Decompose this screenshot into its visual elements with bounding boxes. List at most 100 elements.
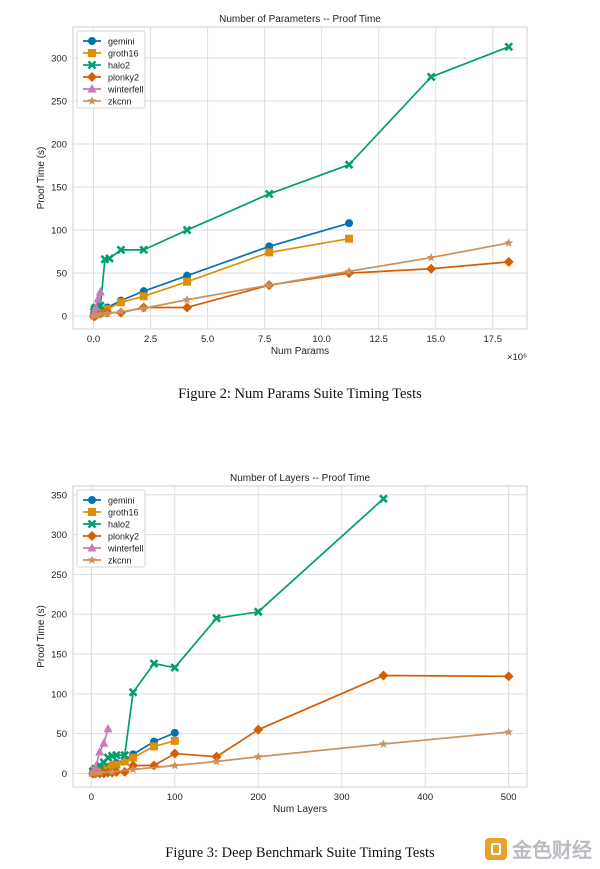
params-winterfell-point xyxy=(91,302,101,311)
params-zkcnn-point xyxy=(344,266,354,276)
layers-zkcnn-point xyxy=(88,768,98,778)
params-x-tick-label: 12.5 xyxy=(369,334,388,345)
params-zkcnn-point xyxy=(102,308,112,318)
params-zkcnn-point xyxy=(91,310,101,320)
layers-zkcnn-point xyxy=(95,767,105,777)
params-x-tick-label: 10.0 xyxy=(312,334,331,345)
layers-groth16-point xyxy=(108,762,117,771)
params-halo2-point xyxy=(116,245,126,255)
layers-halo2-point xyxy=(170,663,180,672)
layers-x-tick-label: 300 xyxy=(334,792,350,803)
layers-y-axis-label: Proof Time (s) xyxy=(36,605,47,668)
params-y-tick-label: 0 xyxy=(62,312,67,323)
params-zkcnn-point xyxy=(95,309,105,319)
layers-legend-label-gemini: gemini xyxy=(108,496,135,506)
layers-x-tick-label: 0 xyxy=(89,792,94,803)
params-y-axis-label: Proof Time (s) xyxy=(36,147,47,210)
params-x-tick-label: 2.5 xyxy=(144,334,157,345)
params-x-tick-label: 15.0 xyxy=(426,334,445,345)
layers-zkcnn-point xyxy=(211,756,222,766)
layers-x-tick-label: 100 xyxy=(167,792,183,803)
layers-zkcnn-point xyxy=(128,764,138,774)
layers-plonky2-point xyxy=(253,724,264,735)
jinse-logo-icon xyxy=(485,837,507,860)
layers-groth16-point xyxy=(149,742,158,751)
params-groth16-point xyxy=(345,234,354,243)
layers-plonky2-point xyxy=(503,671,514,682)
params-halo2-point xyxy=(504,42,514,52)
params-legend-marker-plonky2 xyxy=(87,72,97,82)
layers-legend: gemini groth16 halo2 plonky2 winterfell zkcnn xyxy=(76,489,146,568)
params-zkcnn-point xyxy=(426,252,436,262)
layers-y-tick-label: 200 xyxy=(51,610,67,621)
params-series-zkcnn xyxy=(89,238,514,320)
layers-legend-label-halo2: halo2 xyxy=(108,520,130,530)
params-y-tick-label: 50 xyxy=(56,269,67,280)
params-x-tick-label: 0.0 xyxy=(87,334,100,345)
params-plonky2-point xyxy=(503,256,514,267)
params-groth16-point xyxy=(265,248,274,257)
params-y-tick-label: 200 xyxy=(51,140,67,151)
params-gemini-point xyxy=(183,271,192,280)
params-zkcnn-point xyxy=(116,306,126,316)
params-halo2-point xyxy=(344,160,354,170)
params-y-tick-label: 150 xyxy=(51,183,67,194)
figure-3-caption: Figure 3: Deep Benchmark Suite Timing Te… xyxy=(165,845,435,861)
params-groth16-point xyxy=(116,298,125,307)
params-groth16-point xyxy=(183,277,192,286)
params-legend-label-winterfell: winterfell xyxy=(107,85,144,95)
layers-legend-marker-halo2 xyxy=(87,519,97,529)
params-legend-marker-groth16 xyxy=(88,49,96,57)
layers-legend-label-groth16: groth16 xyxy=(108,508,139,518)
params-zkcnn-point xyxy=(139,303,149,313)
params-halo2-point xyxy=(426,72,436,82)
params-legend-label-plonky2: plonky2 xyxy=(108,73,139,83)
layers-groth16-point xyxy=(170,736,179,745)
layers-winterfell-point xyxy=(99,738,109,747)
params-groth16-point xyxy=(139,292,148,301)
layers-legend-label-plonky2: plonky2 xyxy=(108,532,139,542)
params-x-tick-label: 17.5 xyxy=(484,334,503,345)
params-halo2-point xyxy=(139,245,149,255)
figure-2-caption: Figure 2: Num Params Suite Timing Tests xyxy=(178,386,422,402)
params-legend-marker-zkcnn xyxy=(87,96,97,105)
layers-legend-marker-winterfell xyxy=(87,543,97,552)
params-winterfell-point xyxy=(95,287,105,296)
params-halo2-point xyxy=(264,189,274,199)
layers-x-tick-label: 200 xyxy=(250,792,266,803)
params-y-tick-label: 100 xyxy=(51,226,67,237)
layers-groth16-point xyxy=(120,757,129,766)
params-x-scale-label: ×10⁶ xyxy=(507,352,527,363)
params-x-axis-label: Num Params xyxy=(271,346,329,357)
layers-halo2-point xyxy=(253,607,263,617)
layers-halo2-point xyxy=(149,659,159,668)
watermark-text: 金色财经 xyxy=(512,838,592,862)
params-plot-area xyxy=(72,26,528,330)
layers-gemini-point xyxy=(170,728,179,737)
layers-winterfell-point xyxy=(103,723,113,733)
layers-halo2-point xyxy=(111,750,121,760)
params-legend-label-halo2: halo2 xyxy=(108,61,130,71)
layers-zkcnn-point xyxy=(378,739,389,748)
params-gemini-point xyxy=(265,242,274,251)
layers-winterfell-point xyxy=(95,746,105,756)
layers-halo2-point xyxy=(120,750,130,760)
layers-y-tick-label: 300 xyxy=(51,530,67,541)
params-x-tick-label: 5.0 xyxy=(201,334,214,345)
layers-y-tick-label: 100 xyxy=(51,689,67,700)
layers-series-zkcnn xyxy=(88,727,514,778)
layers-halo2-point xyxy=(379,494,388,504)
params-gemini-point xyxy=(345,219,354,228)
params-legend-marker-halo2 xyxy=(87,60,97,70)
layers-zkcnn-point xyxy=(253,751,263,761)
params-winterfell-point xyxy=(93,293,103,303)
params-x-tick-label: 7.5 xyxy=(258,334,271,345)
params-legend-marker-winterfell xyxy=(87,84,97,93)
params-y-tick-label: 300 xyxy=(51,53,67,64)
params-title: Number of Parameters -- Proof Time xyxy=(219,14,381,25)
layers-legend-label-winterfell: winterfell xyxy=(107,544,144,554)
layers-y-tick-label: 50 xyxy=(56,729,67,740)
chart-num-layers: 0 50 100 150 200 250 300 350 0 100 200 300 400 500 Num… xyxy=(0,460,600,830)
layers-legend-marker-zkcnn xyxy=(87,555,97,564)
params-y-tick-label: 250 xyxy=(51,96,67,107)
